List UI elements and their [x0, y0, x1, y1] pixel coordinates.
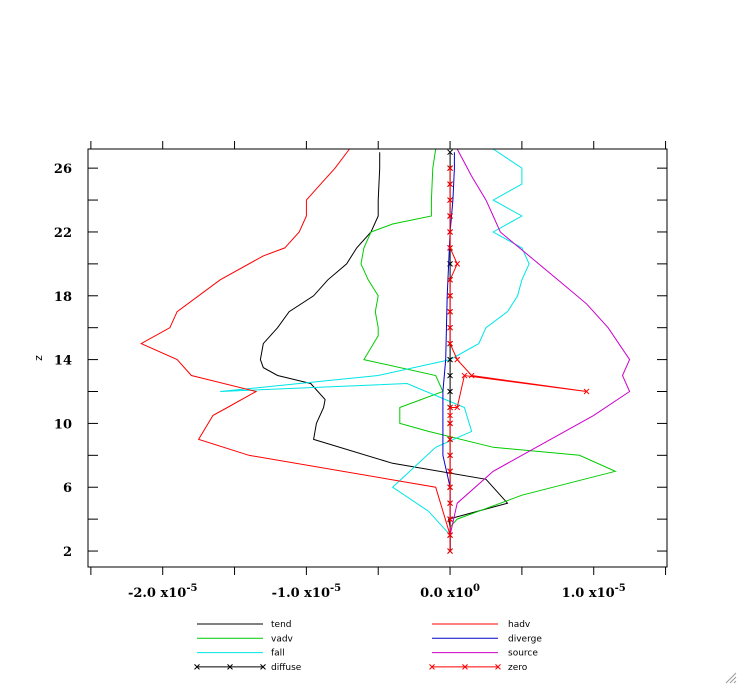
legend-marker-diffuse [260, 664, 266, 670]
marker-zero [447, 516, 453, 522]
y-tick-label: 18 [54, 290, 72, 305]
marker-zero [447, 324, 453, 331]
series-layer [140, 148, 631, 554]
series-line-source [449, 148, 631, 536]
plot-frame [87, 148, 668, 568]
legend: tend vadv fall diffuse hadv diverge source zero [194, 620, 542, 673]
marker-zero [447, 404, 453, 411]
resize-grip-icon[interactable] [725, 672, 737, 684]
marker-diffuse [447, 388, 453, 395]
marker-zero [447, 292, 453, 299]
marker-zero [447, 500, 453, 507]
marker-zero [447, 213, 453, 219]
marker-zero [447, 276, 453, 283]
y-axis-label: z [32, 355, 45, 361]
marker-diffuse [447, 372, 453, 379]
legend-marker-zero [429, 664, 435, 670]
legend-label-diffuse: diffuse [271, 663, 302, 673]
legend-marker-zero [462, 664, 468, 670]
series-line-tend [259, 152, 509, 551]
marker-diffuse [447, 149, 453, 156]
marker-zero [454, 261, 461, 267]
legend-label-hadv: hadv [508, 620, 531, 630]
y-tick-label: 10 [54, 417, 72, 432]
marker-zero [447, 197, 453, 203]
marker-zero [454, 404, 461, 411]
legend-label-source: source [508, 649, 538, 659]
series-line-hadv [140, 148, 451, 536]
marker-zero [454, 356, 461, 363]
marker-zero [447, 181, 453, 187]
legend-label-fall: fall [271, 649, 285, 659]
x-tick-label: -1.0 x10-5 [272, 583, 342, 601]
legend-label-diverge: diverge [508, 634, 542, 644]
y-tick-label: 26 [54, 162, 72, 177]
marker-diffuse [447, 356, 453, 363]
marker-zero [447, 229, 453, 235]
legend-label-zero: zero [508, 663, 528, 673]
x-tick-label: -2.0 x10-5 [128, 583, 198, 601]
marker-zero [447, 532, 453, 538]
marker-zero [447, 308, 453, 315]
marker-zero [447, 548, 453, 554]
marker-zero [468, 372, 475, 379]
x-tick-label: 1.0 x10-5 [562, 583, 626, 601]
y-tick-label: 14 [54, 354, 72, 369]
series-line-zero [449, 168, 587, 551]
marker-zero [447, 165, 453, 171]
marker-zero [447, 468, 453, 475]
series-line-vadv [360, 148, 617, 551]
marker-zero [447, 412, 453, 419]
marker-zero [447, 245, 453, 251]
marker-zero [447, 452, 453, 459]
legend-marker-diffuse [194, 664, 200, 670]
marker-zero [583, 388, 590, 395]
y-tick-label: 2 [63, 545, 72, 560]
y-tick-label: 22 [54, 226, 72, 241]
series-line-diverge [442, 152, 455, 551]
legend-label-vadv: vadv [271, 634, 294, 644]
legend-marker-zero [495, 664, 501, 670]
legend-label-tend: tend [271, 620, 291, 630]
legend-marker-diffuse [227, 664, 233, 670]
series-line-fall [220, 148, 530, 536]
y-tick-label: 6 [63, 481, 72, 496]
marker-zero [447, 340, 453, 347]
marker-zero [447, 436, 453, 443]
x-tick-label: 0.0 x100 [420, 583, 480, 601]
marker-zero [447, 484, 453, 491]
marker-zero [447, 420, 453, 427]
marker-zero [461, 372, 468, 379]
